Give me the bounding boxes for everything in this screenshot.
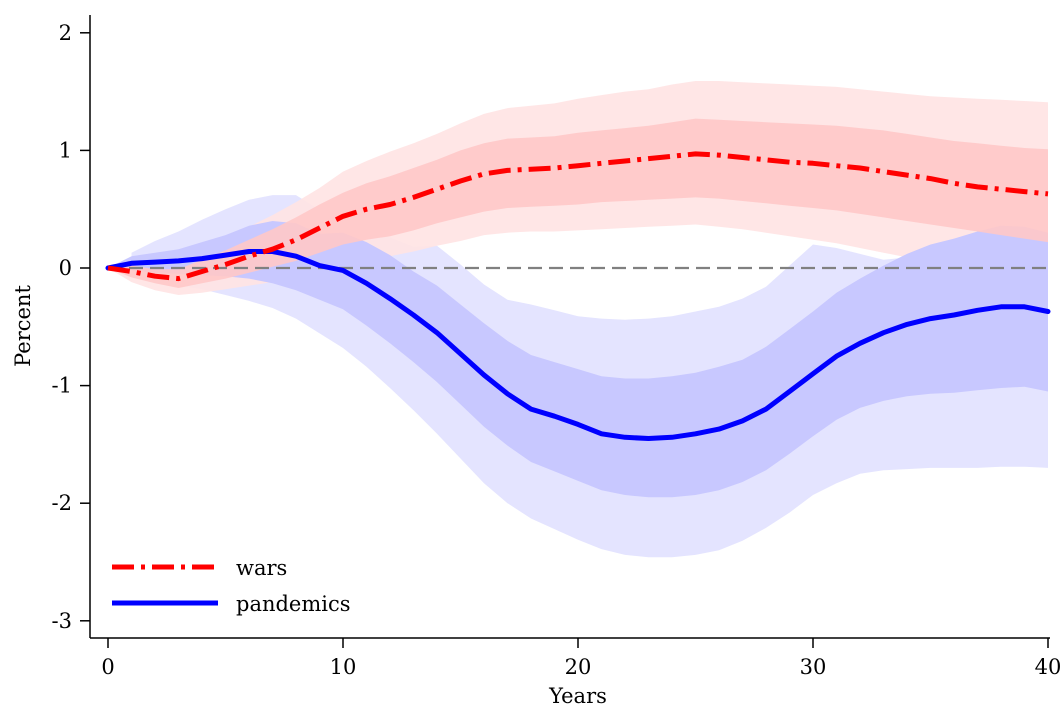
y-axis-ticks: -3 -2 -1 0 1 2 [52, 21, 90, 633]
y-axis-title: Percent [11, 285, 35, 367]
pandemics-inner-band [108, 221, 1048, 498]
legend-label-wars: wars [236, 556, 287, 580]
y-tick-label: 1 [59, 138, 72, 162]
series-lines [105, 151, 1051, 441]
x-tick-label: 10 [330, 655, 357, 679]
x-tick-label: 30 [800, 655, 827, 679]
y-tick-label: -1 [52, 374, 72, 398]
axes: -3 -2 -1 0 1 2 0 10 20 30 40 Years Percent [11, 15, 1061, 708]
x-tick-label: 40 [1035, 655, 1062, 679]
x-tick-label: 20 [565, 655, 592, 679]
wars-line [107, 151, 1049, 282]
legend-label-pandemics: pandemics [236, 592, 351, 616]
y-tick-label: -3 [52, 609, 72, 633]
x-axis-ticks: 0 10 20 30 40 [101, 638, 1061, 679]
x-tick-label: 0 [101, 655, 114, 679]
x-axis-title: Years [548, 684, 607, 708]
legend: wars pandemics [112, 556, 351, 616]
y-tick-label: 0 [59, 256, 72, 280]
y-tick-label: -2 [52, 491, 72, 515]
y-tick-label: 2 [59, 21, 72, 45]
confidence-bands [108, 81, 1048, 558]
